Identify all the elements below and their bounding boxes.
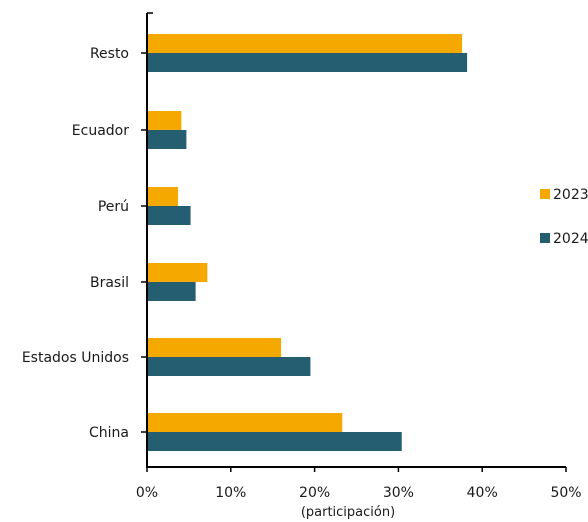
bar-2023-estados-unidos [147,338,282,357]
legend-swatch-2023 [540,189,550,199]
x-tick-label: 0% [136,485,158,501]
x-tick-label: 30% [383,485,414,501]
category-label: Resto [90,46,129,62]
bar-2024-perú [147,206,191,225]
y-axis-ticks [141,12,153,433]
legend-label-2023: 2023 [553,187,588,203]
bar-2023-brasil [147,263,208,282]
x-tick-label: 40% [467,485,498,501]
category-label: Ecuador [72,123,129,139]
bars-group [147,34,468,451]
x-axis-title: (participación) [301,505,395,520]
category-label: Perú [98,199,129,215]
bar-2024-brasil [147,282,196,301]
bar-2023-ecuador [147,111,182,130]
bar-2023-china [147,413,343,432]
legend-label-2024: 2024 [553,231,588,247]
category-label: Estados Unidos [22,350,129,366]
legend-swatch-2024 [540,233,550,243]
bar-2023-resto [147,34,463,53]
category-labels: Resto Ecuador Perú Brasil Estados Unidos Chin… [22,46,129,441]
bar-2024-estados-unidos [147,357,311,376]
bar-2024-china [147,432,402,451]
x-tick-label: 50% [550,485,581,501]
bar-2024-ecuador [147,130,187,149]
bar-2023-perú [147,187,179,206]
bar-2024-resto [147,53,468,72]
x-axis-ticks: 0% 10% 20% 30% 40% 50% [136,467,582,501]
category-label: China [89,425,129,441]
x-tick-label: 20% [299,485,330,501]
category-label: Brasil [90,275,129,291]
legend: 2023 2024 [540,187,588,247]
x-tick-label: 10% [215,485,246,501]
